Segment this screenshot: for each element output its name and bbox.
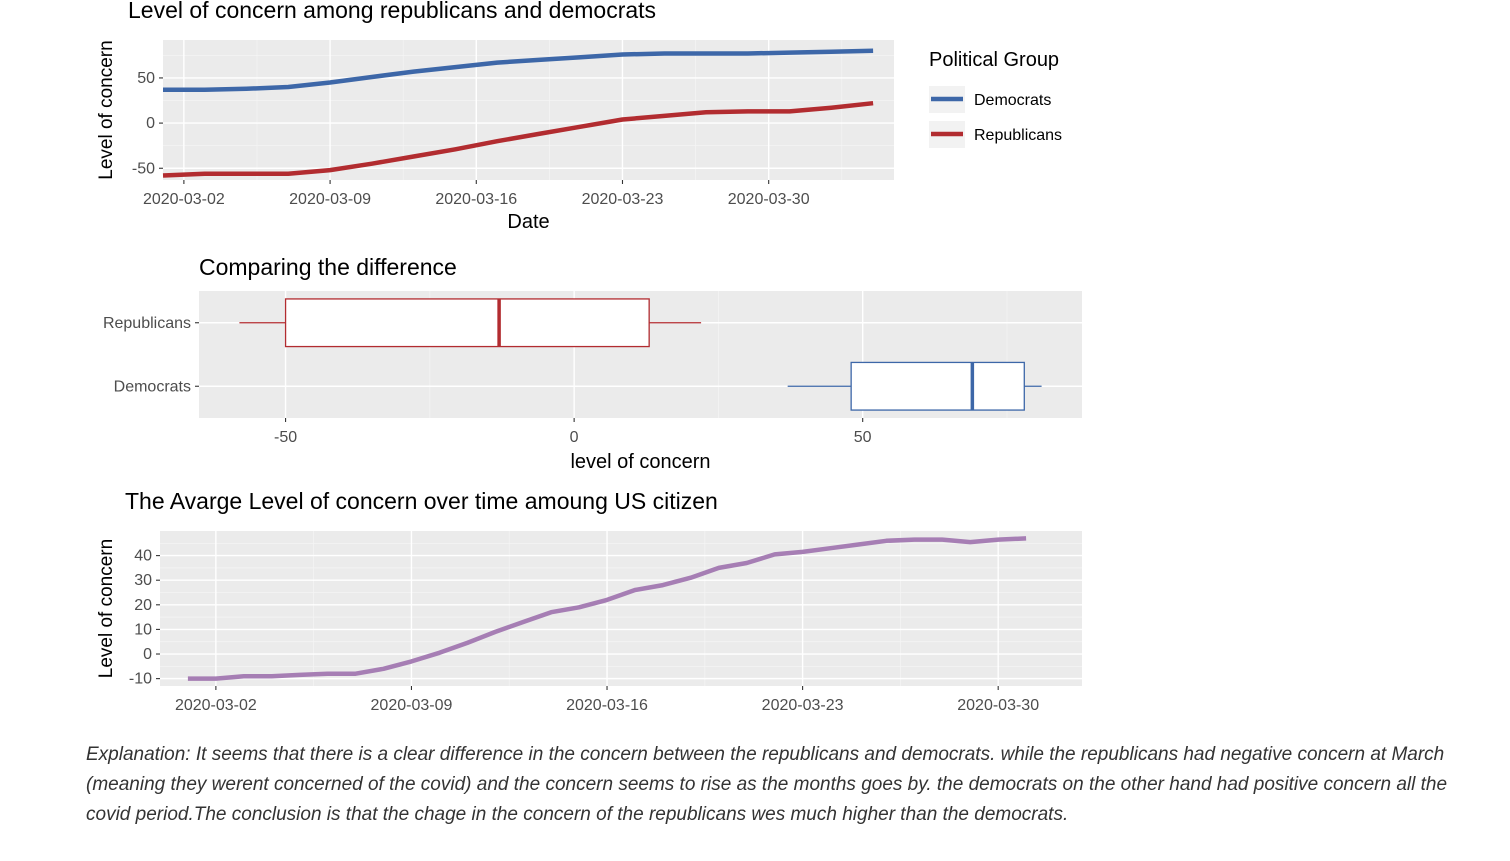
- top-legend: Political Group Democrats Republicans: [929, 49, 1062, 148]
- box-tick-label-x: 50: [854, 429, 872, 446]
- top-legend-label-republicans: Republicans: [974, 127, 1062, 144]
- average-series-line: [187, 536, 1027, 681]
- box-box-democrats: [850, 361, 1025, 411]
- box-category-label: Democrats: [114, 378, 191, 395]
- box-chart: -50 0 50 Republicans Democrats Comparing the …: [103, 254, 1082, 473]
- top-tick-label-x: 2020-03-02: [143, 191, 225, 208]
- top-tick-label-x: 2020-03-30: [728, 191, 810, 208]
- top-tick-label-x: 2020-03-09: [289, 191, 371, 208]
- top-chart: 2020-03-02 2020-03-09 2020-03-16 2020-03-23…: [96, 0, 1062, 233]
- average-tick-label-y: 0: [143, 646, 152, 663]
- top-title: Level of concern among republicans and d…: [128, 0, 656, 23]
- average-panel: [160, 531, 1082, 686]
- box-tick-label-x: -50: [274, 429, 297, 446]
- average-tick-label-x: 2020-03-09: [371, 697, 453, 714]
- average-tick-label-x: 2020-03-30: [957, 697, 1039, 714]
- average-tick-label-x: 2020-03-16: [566, 697, 648, 714]
- top-tick-label-x: 2020-03-16: [435, 191, 517, 208]
- explanation-text: Explanation: It seems that there is a cl…: [86, 744, 1448, 825]
- figure: 2020-03-02 2020-03-09 2020-03-16 2020-03-23…: [96, 0, 1082, 714]
- top-legend-label-democrats: Democrats: [974, 92, 1051, 109]
- top-tick-label-y: -50: [132, 160, 155, 177]
- top-tick-label-y: 50: [137, 70, 155, 87]
- box-title: Comparing the difference: [199, 254, 457, 280]
- top-xlabel: Date: [507, 211, 549, 233]
- top-tick-label-y: 0: [146, 115, 155, 132]
- top-tick-label-x: 2020-03-23: [582, 191, 664, 208]
- average-tick-label-y: -10: [129, 671, 152, 688]
- average-chart: 2020-03-02 2020-03-09 2020-03-16 2020-03-23…: [96, 488, 1082, 714]
- average-tick-label-x: 2020-03-02: [175, 697, 257, 714]
- average-tick-label-y: 30: [134, 572, 152, 589]
- average-tick-label-y: 20: [134, 597, 152, 614]
- average-ylabel: Level of concern: [96, 539, 117, 678]
- average-title: The Avarge Level of concern over time am…: [125, 488, 718, 514]
- top-ylabel: Level of concern: [96, 40, 117, 179]
- top-series-line-democrats: [163, 48, 874, 92]
- box-category-label: Republicans: [103, 315, 191, 332]
- average-tick-label-y: 10: [134, 621, 152, 638]
- box-box-republicans: [284, 298, 650, 348]
- average-tick-label-y: 40: [134, 548, 152, 565]
- average-tick-label-x: 2020-03-23: [762, 697, 844, 714]
- top-legend-title: Political Group: [929, 49, 1059, 71]
- box-tick-label-x: 0: [570, 429, 579, 446]
- top-series-line-republicans: [162, 100, 874, 178]
- box-xlabel: level of concern: [570, 451, 710, 473]
